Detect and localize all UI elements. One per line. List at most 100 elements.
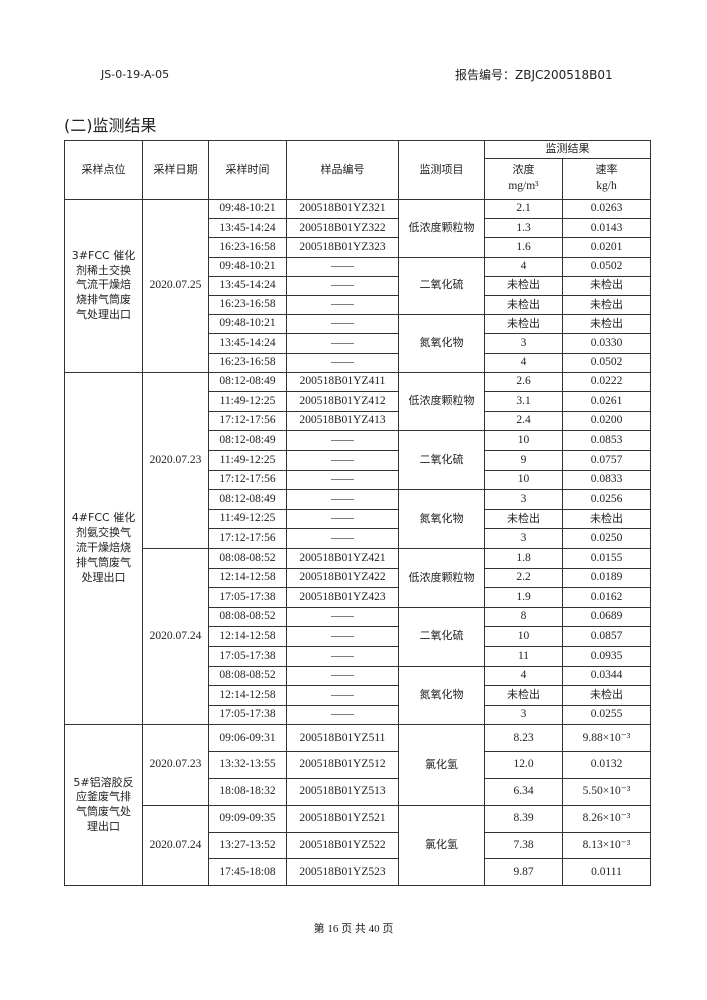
page-footer: 第 16 页 共 40 页 bbox=[313, 923, 394, 935]
concentration-value: 11 bbox=[484, 646, 563, 667]
sampling-time: 13:45-14:24 bbox=[208, 218, 287, 239]
sampling-time: 12:14-12:58 bbox=[208, 626, 287, 647]
concentration-value: 7.38 bbox=[484, 831, 563, 860]
emission-rate-value: 0.0111 bbox=[562, 858, 651, 887]
sampling-time: 13:45-14:24 bbox=[208, 333, 287, 354]
sample-id: —— bbox=[286, 469, 399, 491]
report-number: 报告编号：ZBJC200518B01 bbox=[455, 68, 613, 82]
table-row: 17:12-17:56 —— 3 0.0250 bbox=[65, 528, 651, 550]
concentration-value: 8.39 bbox=[484, 804, 563, 833]
concentration-value: 未检出 bbox=[484, 314, 563, 335]
monitoring-item: 二氧化硫 bbox=[398, 606, 485, 667]
sample-id: 200518B01YZ321 bbox=[286, 198, 399, 220]
monitoring-item: 氯化氢 bbox=[398, 804, 485, 887]
emission-rate-value: 0.0222 bbox=[562, 371, 651, 393]
concentration-value: 3 bbox=[484, 704, 563, 726]
emission-rate-value: 0.0200 bbox=[562, 410, 651, 432]
sampling-date: 2020.07.25 bbox=[142, 199, 209, 373]
sampling-time: 08:08-08:52 bbox=[208, 606, 287, 628]
sample-id: —— bbox=[286, 430, 399, 452]
header-location: 采样点位 bbox=[64, 140, 143, 200]
table-row: 5#铝溶胶反应釜废气排气筒废气处理出口 2020.07.23 09:06-09:31… bbox=[64, 724, 651, 887]
monitoring-item: 氮氧化物 bbox=[398, 489, 485, 550]
table-row: 3#FCC 催化剂稀土交换气流干燥焙烧排气筒废气处理出口 2020.07.25 09… bbox=[64, 198, 651, 373]
table-row: 17:45-18:08 200518B01YZ523 9.87 0.0111 bbox=[65, 858, 651, 887]
sampling-location: 3#FCC 催化剂稀土交换气流干燥焙烧排气筒废气处理出口 bbox=[64, 199, 143, 373]
concentration-value: 4 bbox=[484, 256, 563, 277]
sampling-time: 18:08-18:32 bbox=[208, 777, 287, 806]
emission-rate-value: 未检出 bbox=[562, 314, 651, 335]
concentration-value: 2.6 bbox=[484, 371, 563, 393]
sample-id: 200518B01YZ513 bbox=[286, 777, 399, 806]
emission-rate-value: 5.50×10⁻³ bbox=[562, 777, 651, 806]
table-row: 16:23-16:58 200518B01YZ323 1.6 0.0201 bbox=[65, 237, 651, 258]
sampling-time: 08:08-08:52 bbox=[208, 548, 287, 569]
sampling-time: 16:23-16:58 bbox=[208, 352, 287, 373]
header-row: 采样点位 采样日期 采样时间 样品编号 监测项目 监测结果 bbox=[64, 140, 651, 200]
sampling-time: 09:09-09:35 bbox=[208, 804, 287, 833]
emission-rate-value: 未检出 bbox=[562, 275, 651, 296]
sampling-time: 08:12-08:49 bbox=[208, 489, 287, 510]
sampling-time: 17:12-17:56 bbox=[208, 410, 287, 432]
sampling-time: 12:14-12:58 bbox=[208, 685, 287, 706]
sample-id: —— bbox=[286, 704, 399, 726]
table-row: 2020.07.24 09:09-09:35 200518B01YZ521 氯化氢 8.… bbox=[65, 804, 651, 887]
emission-rate-value: 0.0263 bbox=[562, 198, 651, 220]
monitoring-item: 氯化氢 bbox=[398, 724, 485, 806]
sampling-time: 16:23-16:58 bbox=[208, 294, 287, 316]
monitoring-item: 二氧化硫 bbox=[398, 256, 485, 316]
concentration-value: 1.6 bbox=[484, 237, 563, 258]
concentration-value: 6.34 bbox=[484, 777, 563, 806]
emission-rate-value: 0.0853 bbox=[562, 430, 651, 452]
sample-id: —— bbox=[286, 314, 399, 335]
sample-id: —— bbox=[286, 275, 399, 296]
sample-id: 200518B01YZ521 bbox=[286, 804, 399, 833]
concentration-value: 2.4 bbox=[484, 410, 563, 432]
sampling-time: 13:27-13:52 bbox=[208, 831, 287, 860]
emission-rate-value: 0.0250 bbox=[562, 528, 651, 550]
emission-rate-value: 0.0189 bbox=[562, 567, 651, 589]
sample-id: 200518B01YZ322 bbox=[286, 218, 399, 239]
section-title: (二)监测结果 bbox=[64, 116, 157, 135]
sample-id: —— bbox=[286, 450, 399, 471]
sampling-location: 5#铝溶胶反应釜废气排气筒废气处理出口 bbox=[64, 724, 143, 887]
table-row: 4#FCC 催化剂氨交换气流干燥焙烧排气筒废气处理出口 2020.07.23 08:… bbox=[64, 371, 651, 726]
concentration-value: 9.87 bbox=[484, 858, 563, 887]
monitoring-item: 低浓度颗粒物 bbox=[398, 371, 485, 432]
emission-rate-value: 0.0330 bbox=[562, 333, 651, 354]
sampling-time: 08:12-08:49 bbox=[208, 371, 287, 393]
sampling-time: 12:14-12:58 bbox=[208, 567, 287, 589]
table-row: 17:05-17:38 —— 11 0.0935 bbox=[65, 646, 651, 667]
sampling-time: 13:45-14:24 bbox=[208, 275, 287, 296]
sampling-time: 17:05-17:38 bbox=[208, 587, 287, 608]
sample-id: 200518B01YZ422 bbox=[286, 567, 399, 589]
sample-id: 200518B01YZ522 bbox=[286, 831, 399, 860]
emission-rate-value: 未检出 bbox=[562, 294, 651, 316]
sample-id: —— bbox=[286, 528, 399, 550]
header-conc-unit: mg/m³ bbox=[508, 180, 539, 192]
table-row: 2020.07.24 08:08-08:52 200518B01YZ421 低浓度颗粒… bbox=[65, 548, 651, 726]
emission-rate-value: 0.0833 bbox=[562, 469, 651, 491]
concentration-value: 10 bbox=[484, 430, 563, 452]
table-row: 13:45-14:24 —— 3 0.0330 bbox=[65, 333, 651, 354]
sample-id: 200518B01YZ413 bbox=[286, 410, 399, 432]
emission-rate-value: 0.0857 bbox=[562, 626, 651, 647]
concentration-value: 10 bbox=[484, 626, 563, 647]
header-sample: 样品编号 bbox=[286, 140, 399, 200]
emission-rate-value: 未检出 bbox=[562, 508, 651, 530]
sample-id: —— bbox=[286, 508, 399, 530]
sample-id: —— bbox=[286, 256, 399, 277]
sample-id: 200518B01YZ511 bbox=[286, 724, 399, 753]
header-time: 采样时间 bbox=[208, 140, 287, 200]
sampling-location: 4#FCC 催化剂氨交换气流干燥焙烧排气筒废气处理出口 bbox=[64, 371, 143, 726]
table-row: 12:14-12:58 —— 10 0.0857 bbox=[65, 626, 651, 647]
header-rate: 速率 kg/h bbox=[562, 158, 651, 200]
emission-rate-value: 9.88×10⁻³ bbox=[562, 724, 651, 753]
concentration-value: 3 bbox=[484, 528, 563, 550]
document-code: JS-0-19-A-05 bbox=[101, 68, 170, 81]
sample-id: —— bbox=[286, 626, 399, 647]
header-rate-label: 速率 bbox=[595, 163, 618, 177]
table-row: 13:45-14:24 —— 未检出 未检出 bbox=[65, 275, 651, 296]
concentration-value: 10 bbox=[484, 469, 563, 491]
monitoring-item: 氮氧化物 bbox=[398, 665, 485, 726]
